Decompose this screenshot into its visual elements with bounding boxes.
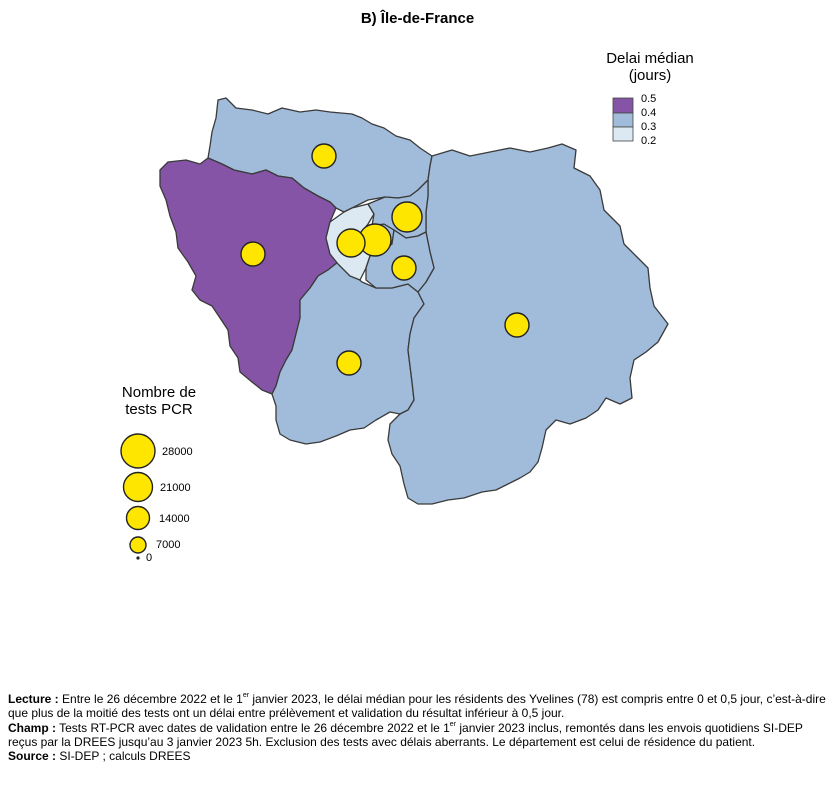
bubble-legend-label-7000: 7000 [156,539,181,551]
legend-bubble-0 [136,556,140,560]
delay-legend-label-0.4: 0.4 [641,107,657,119]
bubble-legend-label-14000: 14000 [159,513,190,525]
legend-bubble-21000 [122,471,154,503]
champ-note: Champ : Tests RT-PCR avec dates de valid… [8,721,826,750]
champ-text-1: Tests RT-PCR avec dates de validation en… [56,720,450,735]
delay-legend-title-line1: Delai médian [606,50,694,67]
lecture-text-2: janvier 2023, le délai médian pour les r… [8,692,826,721]
bubble-91 [336,350,362,376]
champ-sup: er [449,720,457,728]
delay-legend-title-line2: (jours) [628,67,672,84]
bubble-legend-title: Nombre de tests PCR [112,384,206,418]
delay-legend-label-0.2: 0.2 [641,135,657,147]
legend-swatch-0.3 [612,126,634,142]
delay-legend-label-0.5: 0.5 [641,93,657,105]
champ-label: Champ : [8,720,56,735]
bubble-legend-label-28000: 28000 [162,446,193,458]
bubble-legend-label-21000: 21000 [160,482,191,494]
bubble-legend-title-line2: tests PCR [125,401,193,418]
bubble-93 [391,201,423,233]
bubble-legend-label-0: 0 [146,552,153,564]
bubble-92 [336,228,366,258]
source-note: Source : SI-DEP ; calculs DREES [8,749,826,763]
footnotes: Lecture : Entre le 26 décembre 2022 et l… [8,692,826,763]
legend-bubble-28000 [120,433,156,469]
source-label: Source : [8,749,57,764]
lecture-text-1: Entre le 26 décembre 2022 et le 1 [58,692,243,706]
bubble-77 [504,312,530,338]
bubble-95 [311,143,337,169]
lecture-sup: er [242,692,250,699]
champ-text-2: janvier 2023 inclus, remontés dans les e… [8,720,803,749]
legend-bubble-14000 [125,505,151,531]
legend-bubble-7000 [129,536,147,554]
lecture-label: Lecture : [8,692,59,706]
bubble-legend-title-line1: Nombre de [121,384,197,401]
map-title: B) Île-de-France [360,10,475,27]
bubble-94 [391,255,417,281]
source-text: SI-DEP ; calculs DREES [56,749,191,764]
legend-swatch-0.5 [612,97,634,114]
bubble-78 [240,241,266,267]
legend-swatch-0.4 [612,112,634,128]
delay-legend-label-0.3: 0.3 [641,121,657,133]
lecture-note: Lecture : Entre le 26 décembre 2022 et l… [8,692,826,721]
delay-legend-title: Delai médian (jours) [606,50,694,84]
